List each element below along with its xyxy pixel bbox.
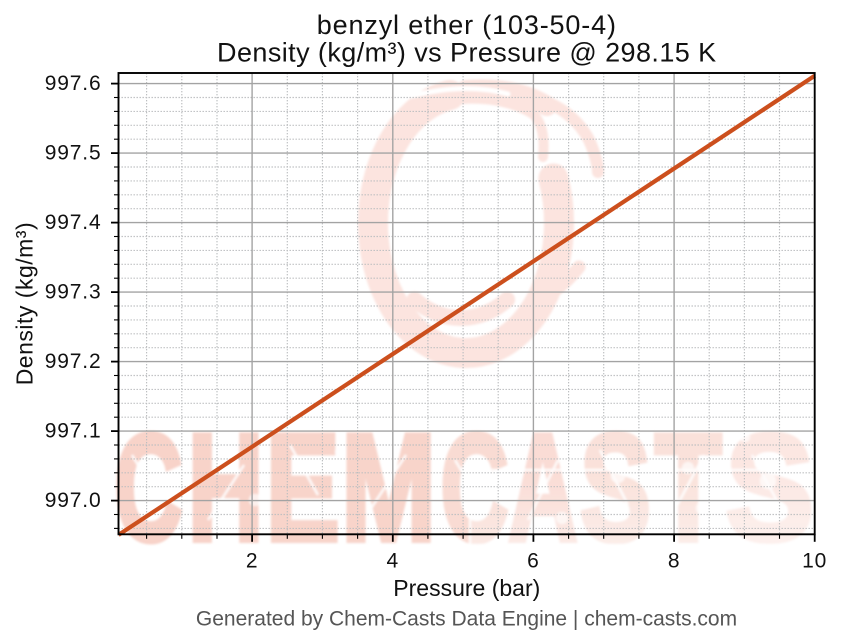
svg-text:10: 10: [802, 549, 827, 572]
svg-text:benzyl ether (103-50-4): benzyl ether (103-50-4): [317, 10, 617, 40]
svg-text:6: 6: [527, 549, 540, 572]
svg-text:997.6: 997.6: [45, 72, 102, 95]
svg-text:C: C: [114, 403, 182, 572]
svg-text:997.4: 997.4: [45, 211, 102, 234]
svg-text:Density (kg/m³) vs Pressure @: Density (kg/m³) vs Pressure @ 298.15 K: [217, 38, 717, 68]
svg-text:997.0: 997.0: [45, 489, 102, 512]
svg-text:997.2: 997.2: [45, 350, 102, 373]
svg-text:997.1: 997.1: [45, 420, 102, 443]
svg-text:Pressure (bar): Pressure (bar): [393, 575, 540, 601]
svg-text:M: M: [341, 403, 436, 573]
svg-text:997.5: 997.5: [45, 142, 102, 165]
svg-text:4: 4: [387, 549, 400, 572]
svg-text:8: 8: [668, 549, 681, 572]
svg-text:Generated by Chem-Casts Data E: Generated by Chem-Casts Data Engine | ch…: [196, 608, 737, 631]
svg-text:Density (kg/m³): Density (kg/m³): [12, 222, 38, 385]
svg-text:997.3: 997.3: [45, 281, 102, 304]
svg-text:2: 2: [246, 549, 259, 572]
